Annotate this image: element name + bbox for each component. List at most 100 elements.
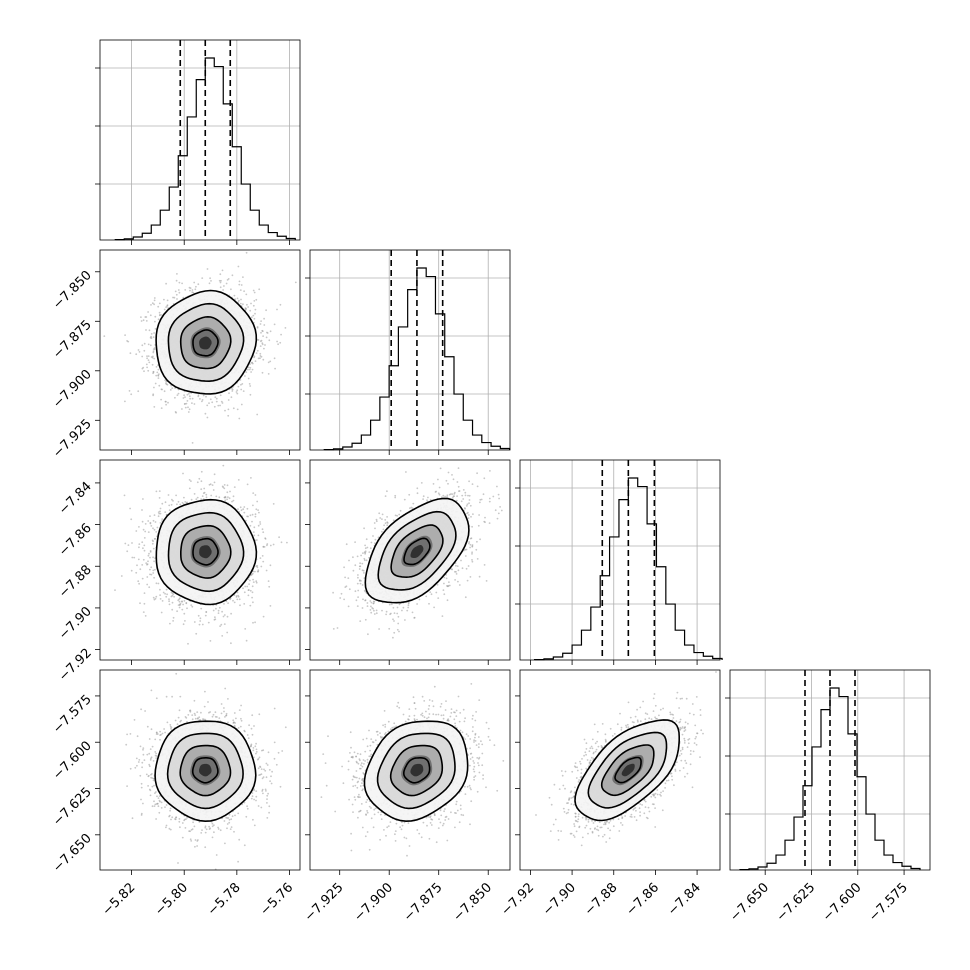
- scatter-point: [178, 281, 181, 284]
- scatter-point: [158, 311, 161, 314]
- scatter-point: [175, 279, 178, 282]
- scatter-point: [238, 417, 241, 420]
- scatter-point: [135, 571, 138, 574]
- scatter-panel-2-1: [103, 251, 297, 444]
- scatter-point: [155, 531, 158, 533]
- scatter-point: [221, 269, 224, 272]
- scatter-point: [210, 494, 213, 497]
- scatter-point: [124, 542, 127, 545]
- contour-line: [167, 302, 245, 383]
- scatter-point: [171, 498, 173, 501]
- scatter-point: [157, 515, 160, 518]
- scatter-point: [184, 501, 187, 503]
- scatter-point: [138, 543, 141, 545]
- scatter-point: [148, 586, 151, 589]
- scatter-point: [250, 573, 253, 576]
- scatter-point: [236, 389, 239, 392]
- scatter-point: [162, 591, 165, 594]
- scatter-point: [169, 622, 171, 625]
- scatter-point: [176, 394, 179, 396]
- scatter-point: [251, 596, 254, 599]
- scatter-point: [259, 352, 262, 355]
- scatter-point: [242, 303, 244, 306]
- scatter-point: [237, 508, 239, 510]
- scatter-point: [128, 390, 131, 392]
- scatter-point: [193, 621, 196, 623]
- scatter-point: [205, 611, 208, 613]
- scatter-point: [193, 493, 196, 495]
- scatter-point: [241, 383, 244, 385]
- scatter-point: [232, 495, 235, 498]
- scatter-point: [187, 411, 190, 413]
- histogram-frame: [99, 39, 301, 241]
- scatter-point: [256, 566, 259, 569]
- scatter-point: [267, 373, 270, 375]
- scatter-point: [251, 585, 254, 588]
- scatter-point: [195, 498, 198, 501]
- scatter-point: [269, 360, 272, 363]
- scatter-point: [247, 368, 249, 371]
- scatter-point: [215, 495, 218, 498]
- scatter-point: [249, 514, 252, 517]
- scatter-point: [226, 498, 229, 501]
- scatter-point: [176, 610, 179, 613]
- scatter-point: [141, 344, 144, 347]
- scatter-point: [248, 583, 251, 585]
- scatter-point: [223, 484, 226, 486]
- scatter-point: [167, 401, 169, 404]
- scatter-point: [130, 518, 133, 521]
- scatter-point: [188, 408, 191, 411]
- scatter-point: [191, 289, 194, 291]
- scatter-point: [227, 408, 230, 411]
- scatter-point: [145, 329, 147, 331]
- scatter-point: [153, 332, 156, 334]
- scatter-point: [240, 284, 243, 286]
- scatter-point: [190, 480, 192, 482]
- scatter-point: [194, 288, 197, 291]
- scatter-point: [206, 416, 209, 419]
- scatter-point: [159, 598, 162, 600]
- scatter-point: [222, 464, 225, 467]
- scatter-point: [255, 352, 258, 354]
- scatter-point: [160, 611, 163, 614]
- scatter-point: [157, 368, 160, 371]
- scatter-point: [249, 524, 252, 527]
- scatter-point: [246, 483, 249, 486]
- scatter-point: [178, 606, 181, 609]
- scatter-point: [155, 490, 158, 493]
- scatter-point: [257, 357, 260, 360]
- scatter-point: [131, 556, 134, 559]
- scatter-point: [254, 360, 257, 362]
- scatter-point: [149, 344, 152, 347]
- scatter-point: [150, 356, 153, 358]
- scatter-point: [261, 342, 264, 344]
- scatter-point: [242, 508, 245, 511]
- scatter-point: [249, 604, 252, 607]
- scatter-point: [239, 604, 241, 607]
- scatter-point: [139, 568, 142, 571]
- scatter-point: [189, 397, 192, 400]
- scatter-point: [181, 608, 184, 611]
- scatter-point: [153, 303, 156, 306]
- scatter-point: [151, 302, 154, 305]
- scatter-point: [206, 404, 209, 407]
- scatter-point: [219, 394, 222, 397]
- scatter-point: [155, 595, 158, 598]
- scatter-point: [253, 534, 256, 537]
- scatter-point: [215, 400, 218, 403]
- scatter-point: [257, 569, 260, 572]
- scatter-point: [259, 357, 261, 360]
- scatter-point: [200, 470, 203, 473]
- scatter-point: [226, 484, 229, 487]
- scatter-point: [200, 498, 203, 500]
- scatter-point: [164, 379, 167, 382]
- scatter-point: [153, 297, 156, 299]
- scatter-point: [254, 621, 256, 624]
- scatter-point: [178, 291, 181, 294]
- scatter-point: [256, 349, 259, 352]
- scatter-point: [154, 320, 156, 323]
- scatter-point: [149, 314, 152, 317]
- scatter-point: [284, 327, 287, 329]
- scatter-point: [158, 497, 161, 499]
- scatter-point: [147, 554, 150, 557]
